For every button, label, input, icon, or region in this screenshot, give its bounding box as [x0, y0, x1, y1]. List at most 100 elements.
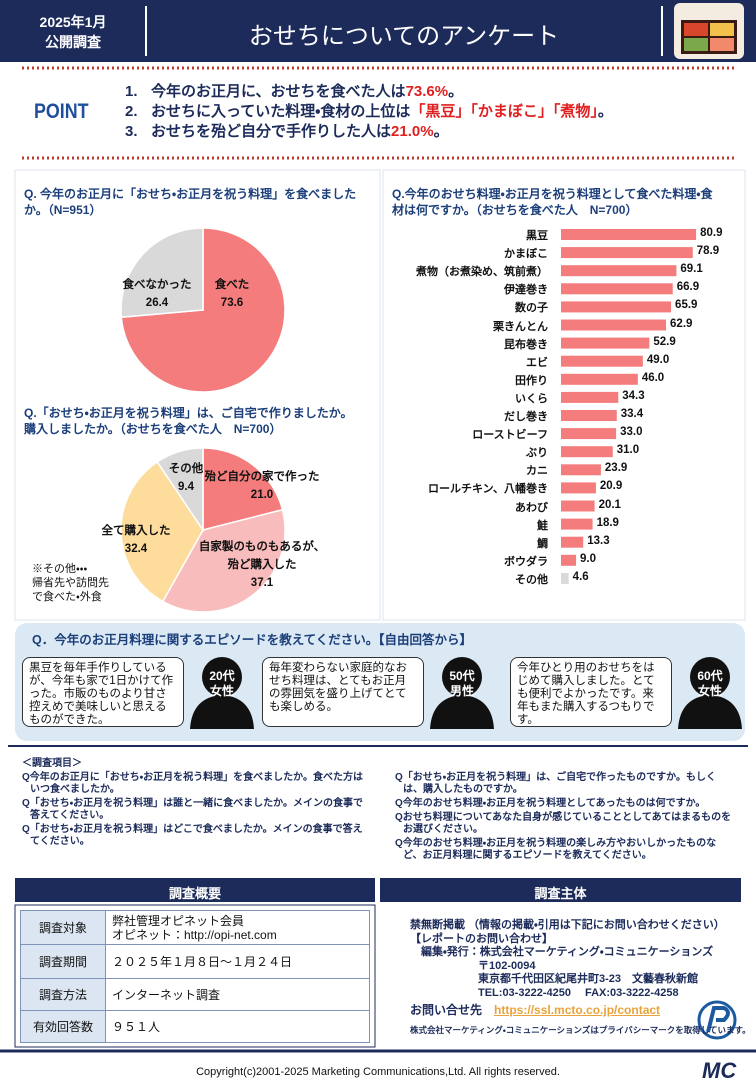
privacy-mark [697, 1000, 737, 1040]
person-label: 60代 女性 [697, 669, 723, 698]
speech-bubble: 毎年変わらない家庭的なおせち料理は、とてもお正月の雰囲気を盛り上げてとても楽しめ… [262, 657, 424, 727]
survey-item: Q今年のおせち料理・お正月を祝う料理としてあったものは何ですか。 [395, 798, 706, 809]
category-label: 食べた [214, 279, 250, 291]
value-label: 46.0 [641, 371, 665, 384]
cell: 調査方法 [20, 978, 106, 1011]
bar [561, 319, 667, 331]
category-label: だし巻き [504, 411, 548, 423]
note: ※その他・・・ 帰省先や訪問先 で食べた・外食 [32, 563, 109, 603]
bar [561, 229, 697, 240]
contact-link[interactable]: https://ssl.mcto.co.jp/contact [494, 1003, 661, 1017]
header-bar [0, 0, 756, 62]
head [442, 657, 482, 697]
category-label: かまぼこ [504, 248, 548, 261]
copyright: Copyright(c)2001-2025 Marketing Communic… [196, 1066, 560, 1078]
osechi-image [674, 3, 744, 59]
value-label: 18.9 [596, 516, 619, 529]
overview-box [14, 904, 376, 1048]
bar [561, 554, 577, 566]
speech-bubble: 黒豆を毎年手作りしているが、今年も家で1日かけて作った。市販のものより甘さ控えめ… [22, 657, 184, 727]
pie-slice [156, 447, 204, 533]
point-text: 。 [597, 103, 613, 120]
cell: インターネット調査 [105, 978, 370, 1011]
value-label: 4.6 [572, 570, 589, 583]
logo: MC [702, 1058, 737, 1083]
category-label: その他 [168, 463, 204, 475]
line: TEL:03-3222-4250 FAX:03-3222-4258 [478, 986, 679, 999]
person-label: 20代 女性 [209, 669, 235, 698]
point-text: 今年のお正月に、おせちを食べた人は [151, 83, 406, 100]
slice-label: その他 9.4 [106, 460, 266, 496]
category-label: 自家製のものもあるが、 殆ど購入した [198, 541, 326, 571]
survey-item: Q「おせち・お正月を祝う料理」はどこで食べましたか。メインの食事で答えてください… [22, 824, 363, 847]
category-label: 鮭 [537, 519, 548, 532]
organizer-bar [380, 878, 741, 902]
person-label: 50代 男性 [449, 669, 475, 698]
bar [561, 391, 619, 403]
category-label: ボウダラ [504, 555, 548, 568]
point-number: 2. [125, 103, 138, 120]
value-label: 9.4 [178, 481, 194, 493]
bar [561, 464, 601, 476]
value-label: 62.9 [670, 317, 693, 330]
category-label: 田作り [515, 374, 548, 387]
line: 編集・発行：株式会社マーケティング・コミュニケーションズ [410, 946, 714, 958]
cell: 有効回答数 [20, 1010, 106, 1043]
value-label: 80.9 [700, 227, 723, 239]
pie-slice [120, 460, 204, 603]
pie-slice [120, 227, 204, 319]
bar [561, 247, 693, 259]
survey-item: Q今年のお正月に「おせち・お正月を祝う料理」を食べましたか。食べた方はいつ食べま… [22, 772, 363, 795]
cell: 調査対象 [20, 910, 106, 945]
cell: ２０２５年１月８日～１月２４日 [105, 944, 370, 979]
organizer: 禁無断掲載 （情報の掲載・引用は下記にお問い合わせください） 【レポートのお問い… [410, 919, 751, 1037]
point-number: 3. [125, 123, 138, 140]
row: 調査対象 弊社管理オピネット会員 オピネット：http://opi-net.com [20, 910, 370, 945]
person-icon [190, 657, 254, 729]
speech-bubble: 今年ひとり用のおせちをはじめて購入しました。とても便利でよかったです。来年もまた… [510, 657, 672, 727]
value-label: 37.1 [250, 577, 274, 589]
value-label: 23.9 [604, 462, 628, 475]
date: 2025年1月 [39, 14, 107, 30]
category-label: 煮物（お煮染め、筑前煮） [416, 266, 548, 279]
cell: 調査期間 [20, 944, 106, 979]
overview-title: 調査概要 [168, 886, 221, 901]
slice-label: 全て購入した 32.4 [56, 522, 216, 558]
cell: 弊社管理オピネット会員 オピネット：http://opi-net.com [105, 910, 370, 945]
survey-title: ＜調査項目＞ [22, 758, 82, 769]
bar [561, 373, 638, 385]
line: 東京都千代田区紀尾井町3-23 文藝春秋新館 [478, 973, 699, 985]
person-icon [678, 657, 742, 729]
slice-label: 食べなかった 26.4 [77, 276, 237, 312]
value-label: 21.0 [250, 489, 274, 501]
survey-item: Q「おせち・お正月を祝う料理」は、ご自宅で作ったものですか。もしくは、購入したも… [395, 772, 716, 795]
contact: お問い合せ先 https://ssl.mcto.co.jp/contact [410, 1003, 751, 1018]
row: 調査期間 ２０２５年１月８日～１月２４日 [20, 944, 370, 979]
q3-title: Q.今年のおせち料理・お正月を祝う料理として食べた料理・食材は何ですか。（おせち… [392, 187, 713, 217]
point: 3. おせちを殆ど自分で手作りした人は21.0%。 [125, 122, 613, 142]
category-label: ぶり [526, 447, 548, 460]
survey-right: Q「おせち・お正月を祝う料理」は、ご自宅で作ったものですか。もしくは、購入したも… [395, 772, 735, 864]
value-label: 32.4 [124, 543, 148, 555]
point-text: 。 [433, 123, 449, 140]
bar [561, 536, 584, 548]
body [190, 695, 254, 729]
organizer-title: 調査主体 [534, 886, 587, 901]
row: 有効回答数 ９５１人 [20, 1010, 370, 1043]
category-label: その他 [515, 573, 548, 586]
point-highlight: 73.6% [405, 83, 449, 100]
survey-item: Q今年のおせち料理・お正月を祝う料理の楽しみ方やおいしかったものなど、お正月料理… [395, 838, 717, 861]
bar [561, 572, 569, 584]
point-number: 1. [125, 83, 138, 100]
value-label: 33.0 [620, 426, 643, 439]
head [202, 657, 242, 697]
bar [561, 355, 643, 367]
header-date: 2025年1月 公開調査 [0, 12, 146, 52]
line: 〒102-0094 [478, 959, 536, 972]
point: 1. 今年のお正月に、おせちを食べた人は73.6%。 [125, 82, 613, 102]
bar [561, 518, 593, 530]
label: 公開調査 [45, 34, 101, 50]
value-label: 69.1 [680, 263, 703, 276]
body [678, 695, 742, 729]
